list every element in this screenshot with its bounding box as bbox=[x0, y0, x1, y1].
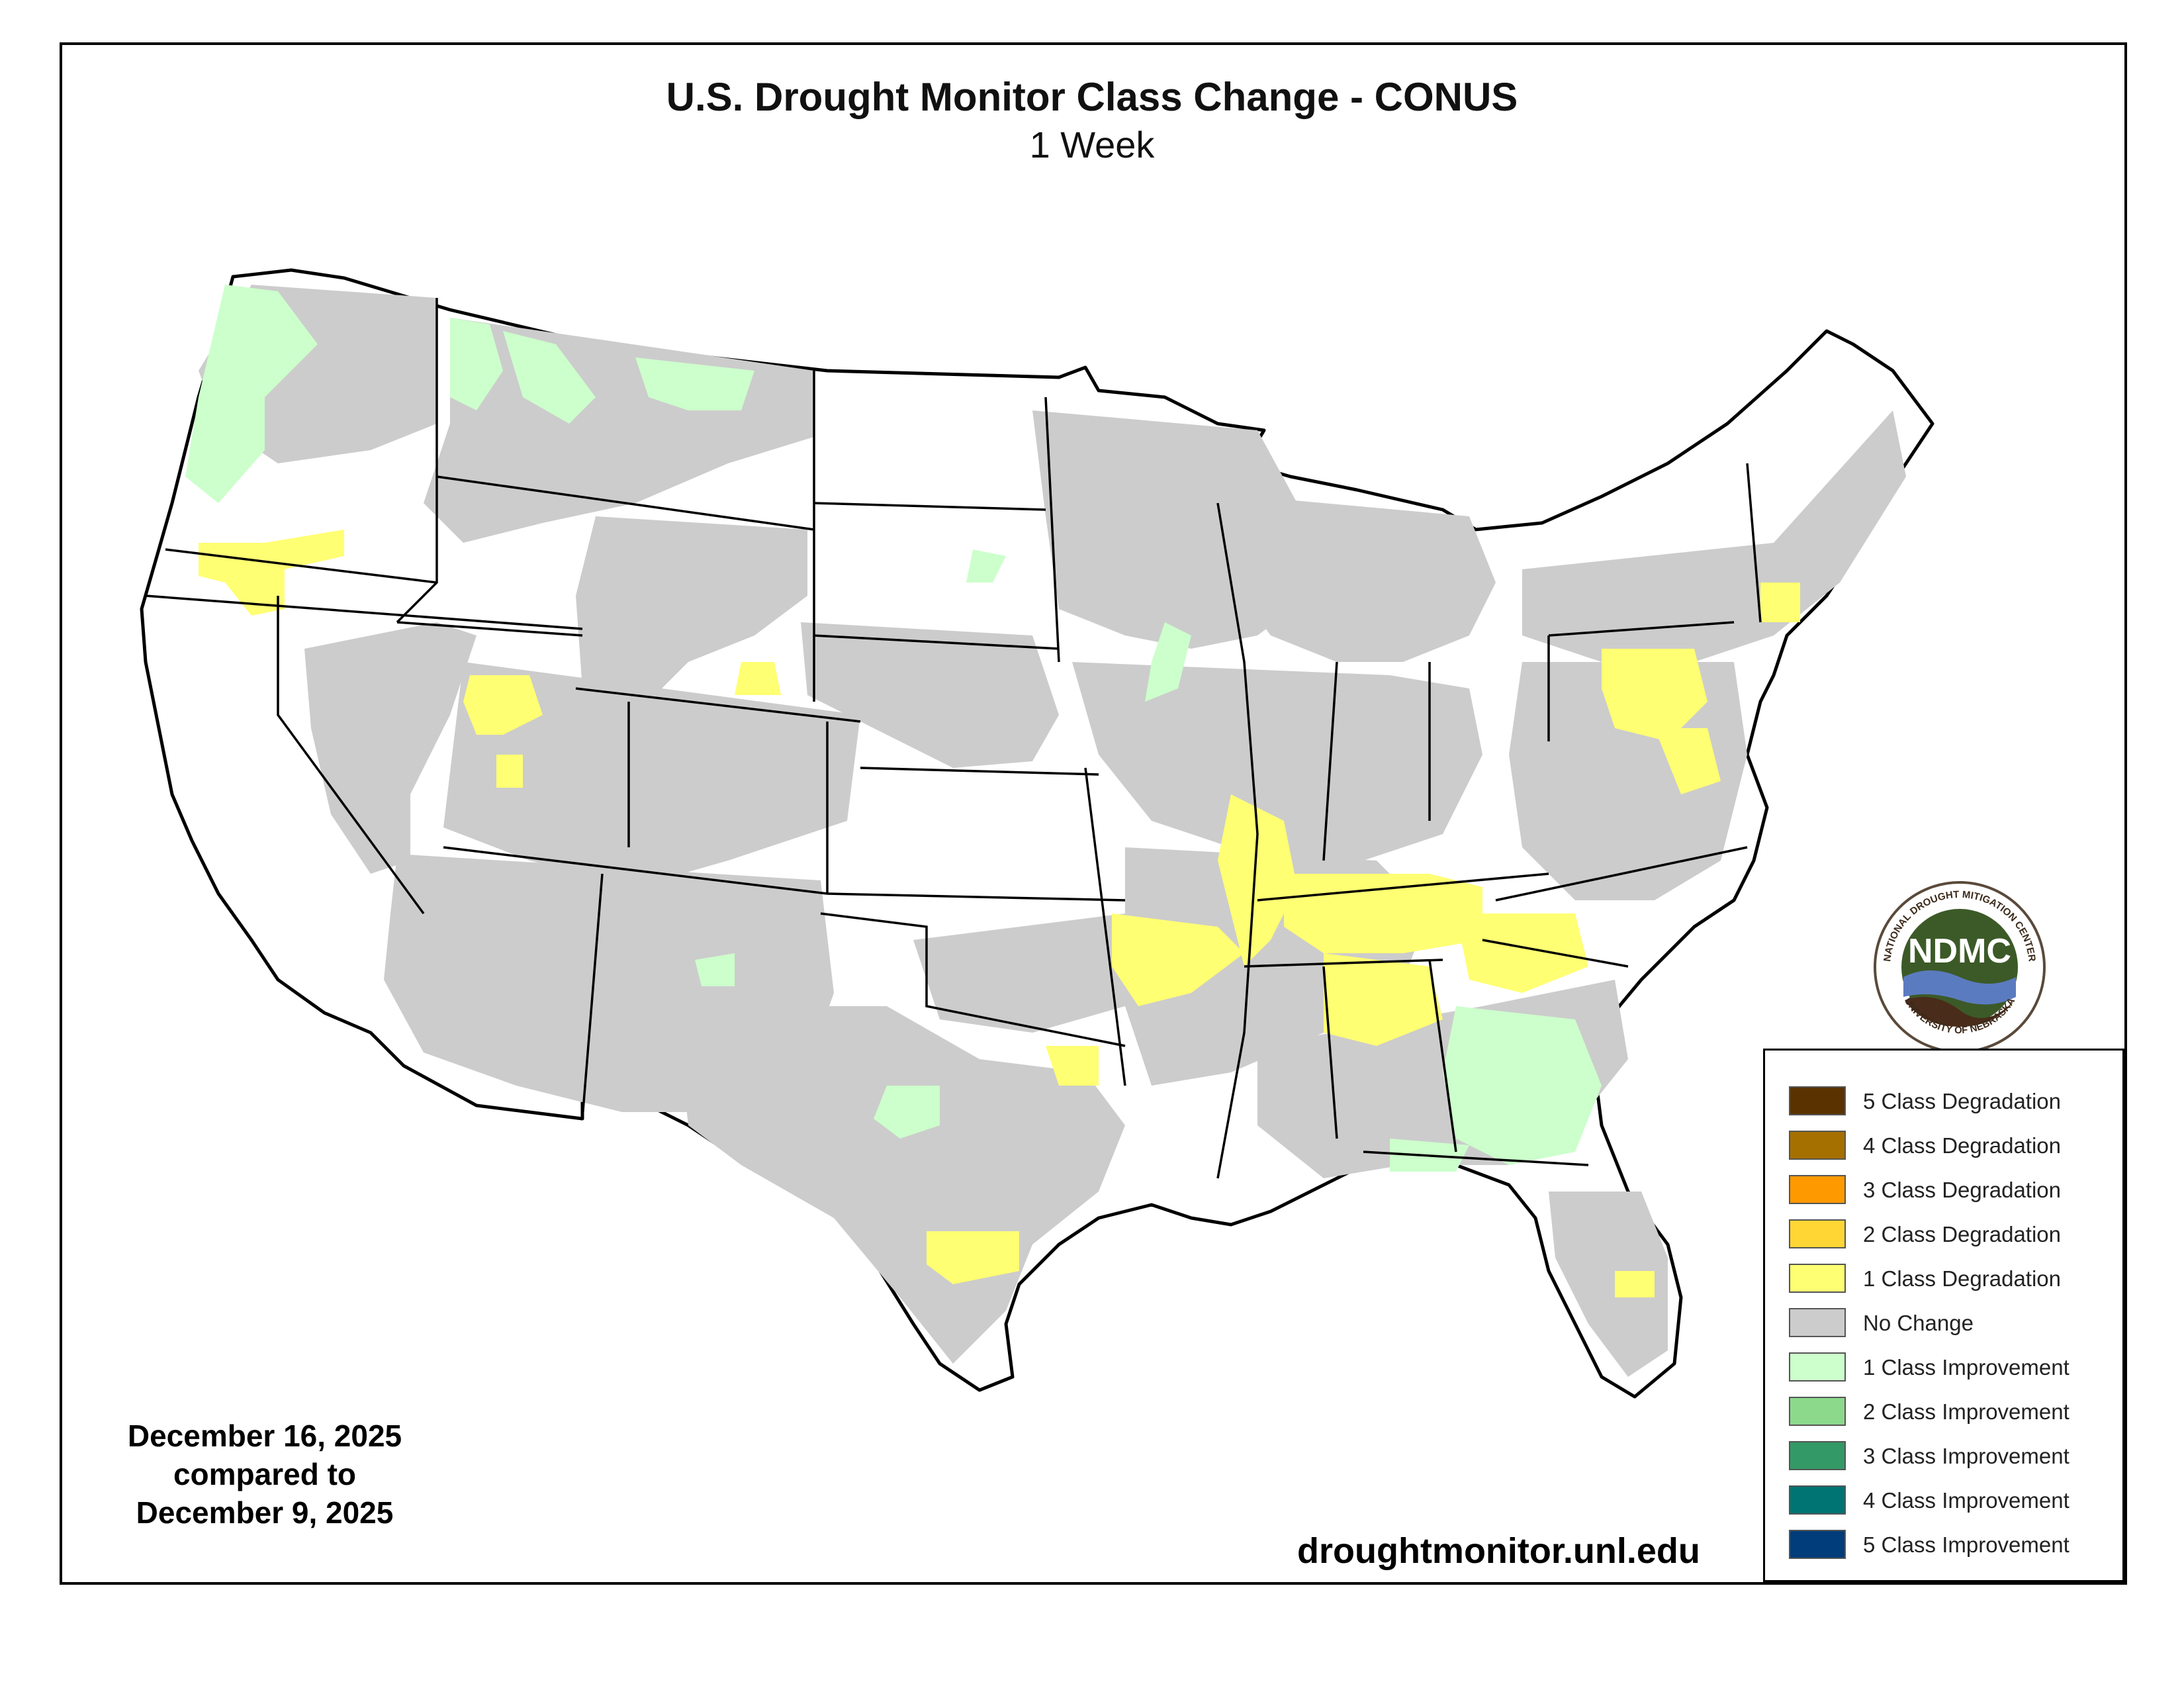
no-change-utah-colorado bbox=[443, 662, 860, 887]
legend-swatch bbox=[1789, 1086, 1846, 1115]
degradation-alabama bbox=[1324, 953, 1443, 1046]
map-subtitle: 1 Week bbox=[1029, 124, 1155, 165]
legend-swatch bbox=[1789, 1485, 1846, 1515]
legend-label: 3 Class Degradation bbox=[1863, 1178, 2061, 1202]
improvement-montana-east bbox=[635, 357, 754, 410]
improvement-texas-panhandle bbox=[874, 1086, 940, 1139]
legend-swatch bbox=[1789, 1308, 1846, 1337]
no-change-oklahoma bbox=[913, 914, 1125, 1033]
degradation-utah bbox=[463, 675, 543, 735]
border-wa-or bbox=[165, 548, 437, 584]
improvement-montana-north bbox=[503, 331, 596, 424]
no-change-plains bbox=[801, 622, 1059, 768]
degradation-texas-north bbox=[1046, 1046, 1099, 1086]
legend-swatch bbox=[1789, 1530, 1846, 1559]
border-id-nv-ut bbox=[396, 621, 583, 637]
legend-label: 2 Class Improvement bbox=[1863, 1399, 2070, 1424]
border-mississippi bbox=[1216, 502, 1259, 1179]
no-change-midwest bbox=[1072, 662, 1482, 861]
degradation-texas-south bbox=[927, 1231, 1019, 1284]
logo-earth bbox=[1905, 997, 2015, 1027]
no-change-wyoming bbox=[576, 516, 807, 702]
improvement-new-mexico bbox=[695, 953, 735, 986]
border-mt-wy bbox=[436, 475, 815, 531]
no-change-northeast bbox=[1522, 410, 1906, 662]
degradation-florida bbox=[1615, 1271, 1655, 1297]
compared-to-text: compared to bbox=[173, 1457, 357, 1491]
legend-label: 1 Class Improvement bbox=[1863, 1355, 2070, 1380]
degradation-maryland bbox=[1655, 728, 1721, 794]
improvement-idaho-panhandle bbox=[450, 318, 503, 410]
no-change-great-lakes bbox=[1178, 490, 1496, 662]
degradation-north-georgia-sc bbox=[1456, 914, 1588, 993]
legend-label: 4 Class Improvement bbox=[1863, 1488, 2070, 1513]
border-mn-west bbox=[1044, 397, 1060, 663]
legend-label: 2 Class Degradation bbox=[1863, 1222, 2061, 1246]
legend-label: 4 Class Degradation bbox=[1863, 1133, 2061, 1158]
improvement-south-dakota bbox=[966, 549, 1006, 583]
border-al-ga bbox=[1428, 959, 1457, 1152]
border-ne-ks bbox=[860, 767, 1099, 776]
logo-water-wave bbox=[1903, 970, 2016, 1005]
border-tn-ms-al bbox=[1244, 959, 1443, 968]
no-change-texas bbox=[675, 1006, 1125, 1364]
border-or-ca-nv bbox=[145, 594, 583, 630]
border-ms-al bbox=[1322, 966, 1338, 1139]
logo-acronym: NDMC bbox=[1908, 932, 2011, 970]
legend-swatch bbox=[1789, 1397, 1846, 1426]
improvement-washington-oregon bbox=[185, 285, 318, 503]
border-tn-ky bbox=[1257, 872, 1549, 902]
border-pa-ny bbox=[1548, 621, 1735, 637]
improvement-areas bbox=[185, 285, 1602, 1172]
border-ga-fl bbox=[1363, 1150, 1589, 1166]
degradation-areas bbox=[199, 530, 1800, 1297]
border-id-west bbox=[396, 298, 438, 624]
legend-label: 5 Class Improvement bbox=[1863, 1532, 2070, 1557]
legend-label: 5 Class Degradation bbox=[1863, 1089, 2061, 1113]
date-comparison: December 16, 2025 compared to December 9… bbox=[99, 1417, 430, 1532]
legend-label: 3 Class Improvement bbox=[1863, 1444, 2070, 1468]
border-az-nm bbox=[581, 873, 604, 1119]
border-nd-sd bbox=[813, 502, 1046, 511]
legend-swatch bbox=[1789, 1264, 1846, 1293]
no-change-florida bbox=[1549, 1192, 1668, 1377]
border-nc-sc bbox=[1482, 939, 1629, 968]
border-ut-az bbox=[443, 846, 828, 895]
legend-swatch bbox=[1789, 1131, 1846, 1160]
degradation-mississippi-valley bbox=[1218, 794, 1297, 966]
previous-date: December 9, 2025 bbox=[136, 1495, 394, 1530]
border-ks-ok bbox=[827, 892, 1126, 902]
legend: 5 Class Degradation 4 Class Degradation 3 … bbox=[1763, 1049, 2124, 1582]
improvement-iowa bbox=[1145, 622, 1191, 702]
legend-swatch bbox=[1789, 1175, 1846, 1204]
state-borders bbox=[145, 298, 1762, 1179]
degradation-tennessee bbox=[1284, 874, 1482, 953]
ndmc-logo: NDMC NATIONAL DROUGHT MITIGATION CENTER … bbox=[1874, 881, 2046, 1053]
website-url: droughtmonitor.unl.edu bbox=[1297, 1531, 1700, 1571]
legend-swatch bbox=[1789, 1219, 1846, 1248]
degradation-connecticut bbox=[1760, 583, 1800, 622]
border-ca-nv bbox=[277, 596, 425, 915]
legend-label: 1 Class Degradation bbox=[1863, 1266, 2061, 1291]
degradation-utah-south bbox=[496, 755, 523, 788]
border-il-in bbox=[1322, 661, 1338, 861]
degradation-wyoming bbox=[735, 662, 781, 695]
degradation-pennsylvania bbox=[1602, 649, 1707, 741]
border-ok-tx bbox=[820, 912, 1126, 1047]
legend-label: No Change bbox=[1863, 1311, 1974, 1335]
border-nc-va bbox=[1495, 846, 1748, 902]
current-date: December 16, 2025 bbox=[127, 1419, 402, 1453]
border-wy-co bbox=[575, 687, 861, 723]
legend-swatch bbox=[1789, 1352, 1846, 1382]
degradation-arkansas-south bbox=[1112, 914, 1244, 1006]
border-mo-west bbox=[1084, 767, 1126, 1086]
map-frame bbox=[60, 42, 2127, 1585]
legend-swatch bbox=[1789, 1441, 1846, 1470]
degradation-oregon bbox=[199, 530, 344, 616]
border-ny-new-england bbox=[1746, 463, 1762, 623]
map-title: U.S. Drought Monitor Class Change - CONU… bbox=[666, 75, 1518, 119]
improvement-georgia bbox=[1443, 1006, 1602, 1165]
border-sd-ne bbox=[813, 634, 1060, 650]
